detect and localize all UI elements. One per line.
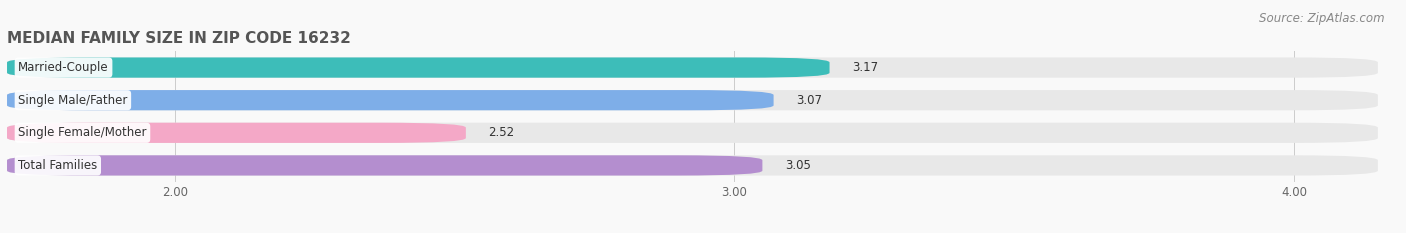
Text: Single Female/Mother: Single Female/Mother [18,126,146,139]
Text: 2.52: 2.52 [488,126,515,139]
FancyBboxPatch shape [7,155,1378,175]
FancyBboxPatch shape [7,123,465,143]
Text: 3.05: 3.05 [785,159,811,172]
FancyBboxPatch shape [7,90,773,110]
FancyBboxPatch shape [7,123,1378,143]
Text: Married-Couple: Married-Couple [18,61,108,74]
Text: 3.17: 3.17 [852,61,877,74]
Text: MEDIAN FAMILY SIZE IN ZIP CODE 16232: MEDIAN FAMILY SIZE IN ZIP CODE 16232 [7,31,351,46]
FancyBboxPatch shape [7,155,762,175]
Text: Single Male/Father: Single Male/Father [18,94,128,107]
Text: 3.07: 3.07 [796,94,823,107]
Text: Source: ZipAtlas.com: Source: ZipAtlas.com [1260,12,1385,25]
FancyBboxPatch shape [7,90,1378,110]
FancyBboxPatch shape [7,58,830,78]
FancyBboxPatch shape [7,58,1378,78]
Text: Total Families: Total Families [18,159,97,172]
